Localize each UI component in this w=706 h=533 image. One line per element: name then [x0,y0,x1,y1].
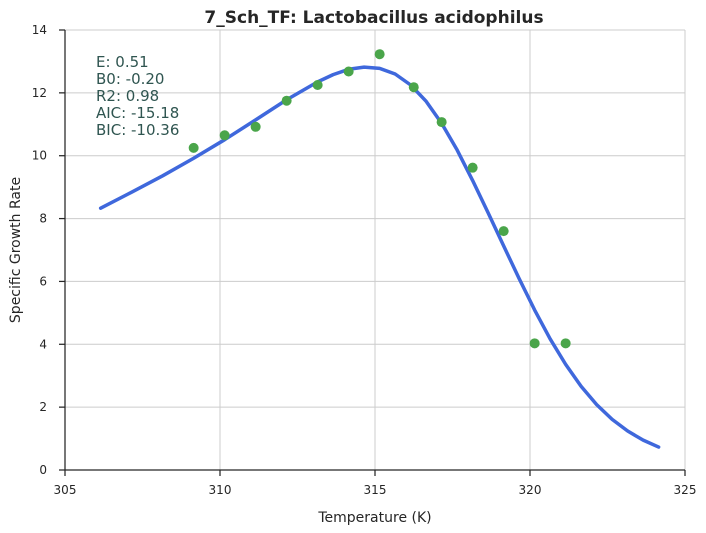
fit-stat-b0: B0: -0.20 [96,70,164,88]
data-point [219,130,230,141]
x-tick-label: 310 [209,483,232,497]
data-point [436,117,447,128]
chart-title: 7_Sch_TF: Lactobacillus acidophilus [204,8,543,28]
y-tick-label: 4 [39,337,47,351]
data-point [250,121,261,132]
x-tick-label: 320 [519,483,542,497]
y-tick-label: 2 [39,400,47,414]
data-points [188,49,571,349]
data-point [281,95,292,106]
y-tick-label: 14 [32,23,47,37]
y-tick-label: 6 [39,274,47,288]
data-point [498,226,509,237]
data-point [188,142,199,153]
data-point [374,49,385,60]
y-tick-label: 0 [39,463,47,477]
x-tick-label: 315 [364,483,387,497]
data-point [312,80,323,90]
fit-line [98,65,661,449]
x-tick-label: 305 [54,483,77,497]
fit-stat-e: E: 0.51 [96,53,149,71]
x-tick-label: 325 [674,483,697,497]
fit-stat-bic: BIC: -10.36 [96,121,179,139]
fit-stat-r2: R2: 0.98 [96,87,159,105]
x-axis-label: Temperature (K) [317,510,431,526]
y-tick-label: 10 [32,149,47,163]
data-point [343,66,354,77]
data-point [467,162,478,173]
y-tick-label: 12 [32,86,47,100]
data-point [408,82,419,93]
axis-ticks: 305 310 315 320 325 0 2 4 6 8 10 12 14 [32,23,697,497]
y-axis-label: Specific Growth Rate [8,177,24,323]
data-point [560,338,571,349]
fit-stat-aic: AIC: -15.18 [96,104,179,122]
gridlines [64,29,686,471]
data-point [529,338,540,349]
y-tick-label: 8 [39,212,47,226]
